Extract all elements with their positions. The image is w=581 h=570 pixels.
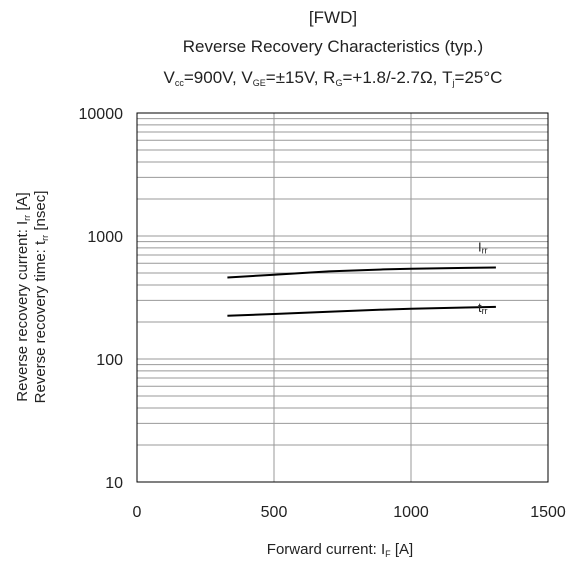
y-tick-label: 1000 bbox=[87, 229, 123, 246]
x-tick-label: 1000 bbox=[393, 504, 429, 521]
series-line-irr bbox=[227, 266, 496, 279]
tick-labels: 10 100 1000 10000 0 500 1000 1500 bbox=[79, 106, 566, 521]
y-tick-label: 10 bbox=[105, 475, 123, 492]
x-tick-label: 500 bbox=[261, 504, 288, 521]
x-tick-label: 1500 bbox=[530, 504, 566, 521]
series: Irr trr bbox=[227, 239, 496, 317]
x-axis-label: Forward current: IF [A] bbox=[267, 541, 413, 559]
grid bbox=[137, 113, 548, 482]
y-axis-label-time: Reverse recovery time: trr [nsec] bbox=[32, 191, 50, 404]
chart-title: [FWD] bbox=[309, 8, 357, 27]
y-tick-label: 100 bbox=[96, 352, 123, 369]
series-line-trr bbox=[227, 305, 496, 317]
chart-subtitle: Reverse Recovery Characteristics (typ.) bbox=[183, 37, 483, 56]
plot-frame bbox=[136, 112, 549, 483]
chart-conditions: Vcc=900V, VGE=±15V, RG=+1.8/-2.7Ω, Tj=25… bbox=[164, 68, 503, 88]
series-label-trr: trr bbox=[478, 300, 488, 316]
x-tick-label: 0 bbox=[133, 504, 142, 521]
y-axis-label-current: Reverse recovery current: Irr [A] bbox=[14, 192, 32, 401]
series-label-irr: Irr bbox=[478, 239, 488, 255]
y-tick-label: 10000 bbox=[79, 106, 124, 123]
